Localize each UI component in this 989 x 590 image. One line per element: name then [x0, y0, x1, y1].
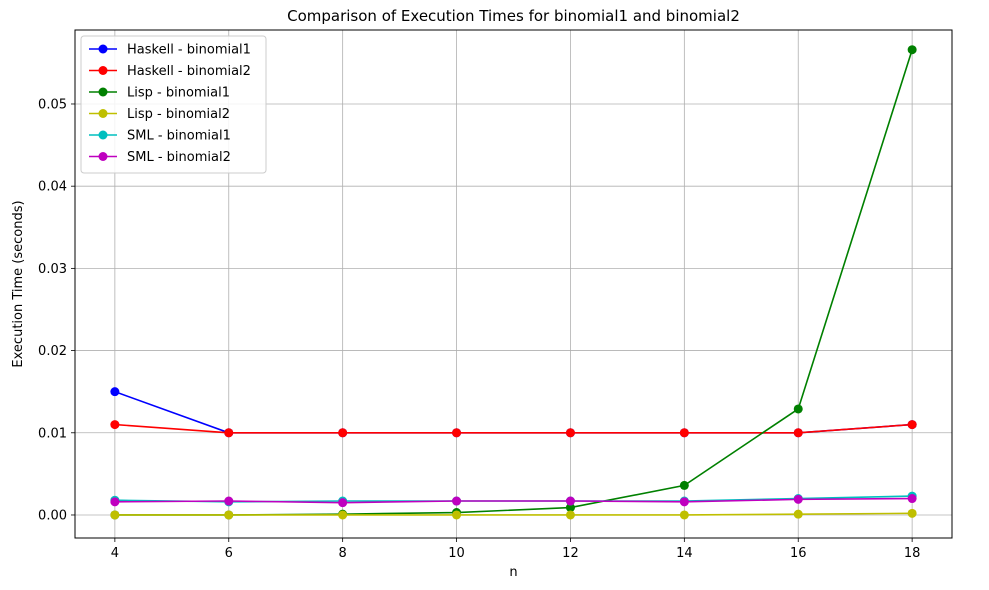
legend-item: SML - binomial2 [89, 150, 231, 165]
data-point [793, 509, 803, 519]
legend-swatch-marker [98, 44, 108, 54]
legend-item: Lisp - binomial1 [89, 86, 230, 101]
series-line [114, 512, 913, 516]
data-point [565, 428, 575, 438]
data-point [224, 496, 234, 506]
legend-item: Haskell - binomial2 [89, 64, 251, 79]
data-point [679, 510, 689, 520]
data-point [452, 428, 462, 438]
data-point [565, 496, 575, 506]
data-point [679, 480, 689, 490]
data-point [565, 503, 575, 513]
legend-label: Haskell - binomial2 [127, 64, 251, 79]
legend: Haskell - binomial1 Haskell - binomial2 Li… [80, 35, 267, 174]
data-point [338, 428, 348, 438]
axis-ticks: 4 6 8 10 12 14 16 18 0.00 0.01 0.02 0.03 0.04 0.05 [38, 97, 920, 561]
data-point [793, 404, 803, 414]
legend-item: Haskell - binomial1 [89, 43, 251, 58]
legend-swatch-marker [98, 130, 108, 140]
data-point [565, 510, 575, 520]
data-point [338, 510, 348, 520]
data-point [338, 498, 348, 508]
data-point [452, 496, 462, 506]
series-lines [110, 45, 917, 520]
data-point [110, 420, 120, 430]
x-tick-label: 4 [111, 546, 119, 561]
legend-swatch-marker [98, 66, 108, 75]
data-point [679, 428, 689, 438]
y-tick-label: 0.01 [38, 426, 67, 441]
x-axis-label: n [509, 565, 517, 580]
data-point [907, 494, 917, 504]
series-line [114, 497, 913, 504]
legend-swatch-marker [98, 109, 108, 118]
data-point [110, 510, 120, 520]
legend-label: Haskell - binomial1 [127, 43, 251, 58]
series-line [114, 423, 913, 434]
x-tick-label: 8 [339, 546, 347, 561]
data-point [110, 497, 120, 507]
series-sml-binomial2 [110, 494, 917, 508]
x-tick-label: 18 [904, 546, 921, 561]
x-tick-label: 16 [790, 546, 807, 561]
y-tick-label: 0.05 [38, 97, 67, 112]
legend-label: SML - binomial2 [127, 150, 231, 165]
x-tick-label: 10 [448, 546, 465, 561]
plot-frame [74, 29, 953, 539]
legend-swatch-marker [98, 152, 108, 161]
legend-item: Lisp - binomial2 [89, 107, 230, 122]
x-tick-label: 6 [225, 546, 233, 561]
legend-box [80, 35, 267, 174]
data-point [452, 510, 462, 520]
y-tick-label: 0.02 [38, 344, 67, 359]
data-point [110, 387, 120, 397]
data-point [793, 494, 803, 504]
chart-title: Comparison of Execution Times for binomi… [287, 7, 740, 25]
y-axis-label: Execution Time (seconds) [11, 200, 26, 367]
series-haskell-binomial2 [110, 420, 917, 438]
data-point [907, 45, 917, 55]
series-lisp-binomial2 [110, 508, 917, 520]
x-tick-label: 14 [676, 546, 693, 561]
data-point [907, 508, 917, 518]
y-tick-label: 0.03 [38, 262, 67, 277]
y-tick-label: 0.04 [38, 180, 67, 195]
data-point [679, 497, 689, 507]
legend-label: Lisp - binomial1 [127, 86, 230, 101]
x-tick-label: 12 [562, 546, 579, 561]
data-point [224, 510, 234, 520]
data-point [224, 428, 234, 438]
legend-label: Lisp - binomial2 [127, 107, 230, 122]
y-tick-label: 0.00 [38, 508, 67, 523]
data-point [907, 420, 917, 430]
data-point [793, 428, 803, 438]
legend-label: SML - binomial1 [127, 129, 231, 144]
legend-swatch-marker [98, 87, 108, 97]
legend-item: SML - binomial1 [89, 129, 231, 144]
